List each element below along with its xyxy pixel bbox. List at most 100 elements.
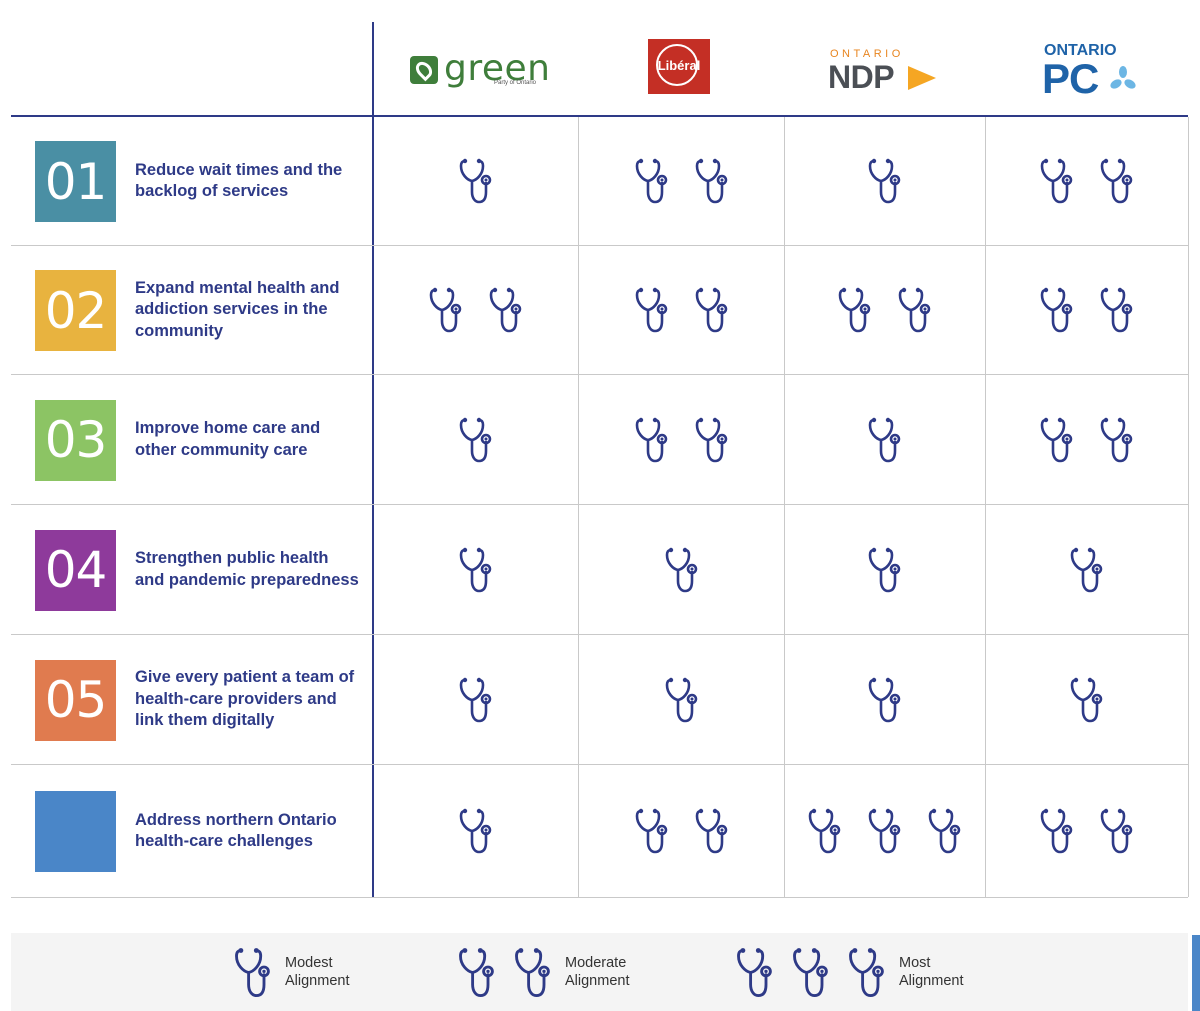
rating-cell-green — [374, 246, 578, 374]
legend-label-line1: Modest — [285, 955, 333, 971]
rating-cell-liberal — [579, 246, 784, 374]
pc-party-logo: ONTARIO PC — [1040, 42, 1136, 102]
priority-number-badge: 04 — [35, 529, 116, 611]
stethoscope-icon — [428, 285, 464, 335]
stethoscope-icon — [694, 806, 730, 856]
rating-cell-pc — [986, 765, 1188, 897]
legend-item: Modest Alignment — [233, 933, 365, 1011]
stethoscope-icon — [867, 545, 903, 595]
ndp-logo-subtext: ONTARIO — [830, 48, 904, 60]
pc-logo-subtext: ONTARIO — [1044, 42, 1117, 59]
legend-label: Most Alignment — [899, 954, 979, 990]
rating-cell-green — [374, 375, 578, 504]
stethoscope-icon — [867, 415, 903, 465]
stethoscope-icon — [664, 675, 700, 725]
priority-label: Reduce wait times and the backlog of ser… — [135, 160, 343, 201]
stethoscope-icon — [807, 806, 843, 856]
rating-cell-ndp — [785, 505, 985, 634]
legend-icons — [457, 945, 553, 1000]
stethoscope-icon — [634, 285, 670, 335]
stethoscope-icon — [634, 415, 670, 465]
liberal-party-logo: Libéral — [648, 39, 710, 94]
stethoscope-icon — [634, 156, 670, 206]
stethoscope-icon — [694, 285, 730, 335]
rating-cell-liberal — [579, 765, 784, 897]
stethoscope-icon — [458, 806, 494, 856]
stethoscope-icon — [735, 945, 775, 1000]
rating-cell-ndp — [785, 117, 985, 245]
rating-cell-liberal — [579, 505, 784, 634]
priority-label: Strengthen public health and pandemic pr… — [135, 549, 359, 589]
stethoscope-icon — [1099, 285, 1135, 335]
rating-cell-green — [374, 117, 578, 245]
ndp-party-logo: ONTARIO NDP — [828, 48, 940, 95]
stethoscope-icon — [488, 285, 524, 335]
row-divider — [11, 504, 1188, 505]
stethoscope-icon — [458, 545, 494, 595]
stethoscope-icon — [694, 156, 730, 206]
ndp-sun-icon — [908, 66, 936, 90]
header-divider-vertical — [372, 22, 374, 898]
legend-label: Modest Alignment — [285, 954, 365, 990]
stethoscope-icon — [867, 156, 903, 206]
ndp-logo-text: NDP — [828, 59, 895, 95]
stethoscope-icon — [867, 806, 903, 856]
legend-label-line1: Most — [899, 955, 931, 971]
comparison-table: green Party of Ontario Libéral ONTARIO N… — [0, 0, 1200, 900]
priority-number-badge: 02 — [35, 270, 116, 351]
stethoscope-icon — [634, 806, 670, 856]
priority-number-badge: 03 — [35, 399, 116, 481]
liberal-ring-icon — [656, 44, 698, 86]
legend-label: Moderate Alignment — [565, 954, 645, 990]
rating-cell-pc — [986, 117, 1188, 245]
rating-cell-green — [374, 635, 578, 764]
stethoscope-icon — [513, 945, 553, 1000]
legend-label-line1: Moderate — [565, 955, 627, 971]
stethoscope-icon — [1039, 285, 1075, 335]
legend-accent-bar — [1192, 935, 1200, 1011]
column-divider — [1188, 117, 1189, 897]
row-divider — [11, 764, 1188, 765]
stethoscope-icon — [1039, 156, 1075, 206]
stethoscope-icon — [1069, 675, 1105, 725]
legend-icons — [735, 945, 887, 1000]
stethoscope-icon — [458, 415, 494, 465]
row-divider — [11, 374, 1188, 375]
column-divider — [784, 117, 785, 897]
row-divider — [11, 245, 1188, 246]
priority-number-badge: 05 — [35, 659, 116, 741]
row-divider — [11, 897, 1188, 898]
priority-label: Address northern Ontario health-care cha… — [135, 810, 337, 851]
stethoscope-icon — [1099, 806, 1135, 856]
green-party-logo: green Party of Ontario — [410, 48, 550, 90]
stethoscope-icon — [1099, 415, 1135, 465]
legend-label-line2: Alignment — [899, 973, 964, 989]
stethoscope-icon — [837, 285, 873, 335]
rating-cell-liberal — [579, 635, 784, 764]
stethoscope-icon — [1099, 156, 1135, 206]
legend-label-line2: Alignment — [285, 973, 350, 989]
rating-cell-ndp — [785, 375, 985, 504]
stethoscope-icon — [694, 415, 730, 465]
rating-cell-ndp — [785, 635, 985, 764]
legend-label-line2: Alignment — [565, 973, 630, 989]
legend-item: Moderate Alignment — [457, 933, 645, 1011]
stethoscope-icon — [897, 285, 933, 335]
rating-cell-pc — [986, 635, 1188, 764]
green-logo-text: green — [444, 48, 551, 89]
stethoscope-icon — [1069, 545, 1105, 595]
legend-icons — [233, 945, 273, 1000]
pc-logo-text: PC — [1042, 55, 1099, 102]
column-divider — [578, 117, 579, 897]
priority-number-badge: 01 — [35, 141, 116, 222]
priority-label: Give every patient a team of health-care… — [135, 668, 355, 729]
column-divider — [985, 117, 986, 897]
legend: Modest Alignment Moderate Alignment Most Alig… — [11, 933, 1188, 1011]
stethoscope-icon — [1039, 415, 1075, 465]
stethoscope-icon — [1039, 806, 1075, 856]
green-leaf-icon — [410, 56, 438, 84]
rating-cell-pc — [986, 375, 1188, 504]
trillium-icon — [1110, 66, 1136, 89]
stethoscope-icon — [867, 675, 903, 725]
stethoscope-icon — [927, 806, 963, 856]
